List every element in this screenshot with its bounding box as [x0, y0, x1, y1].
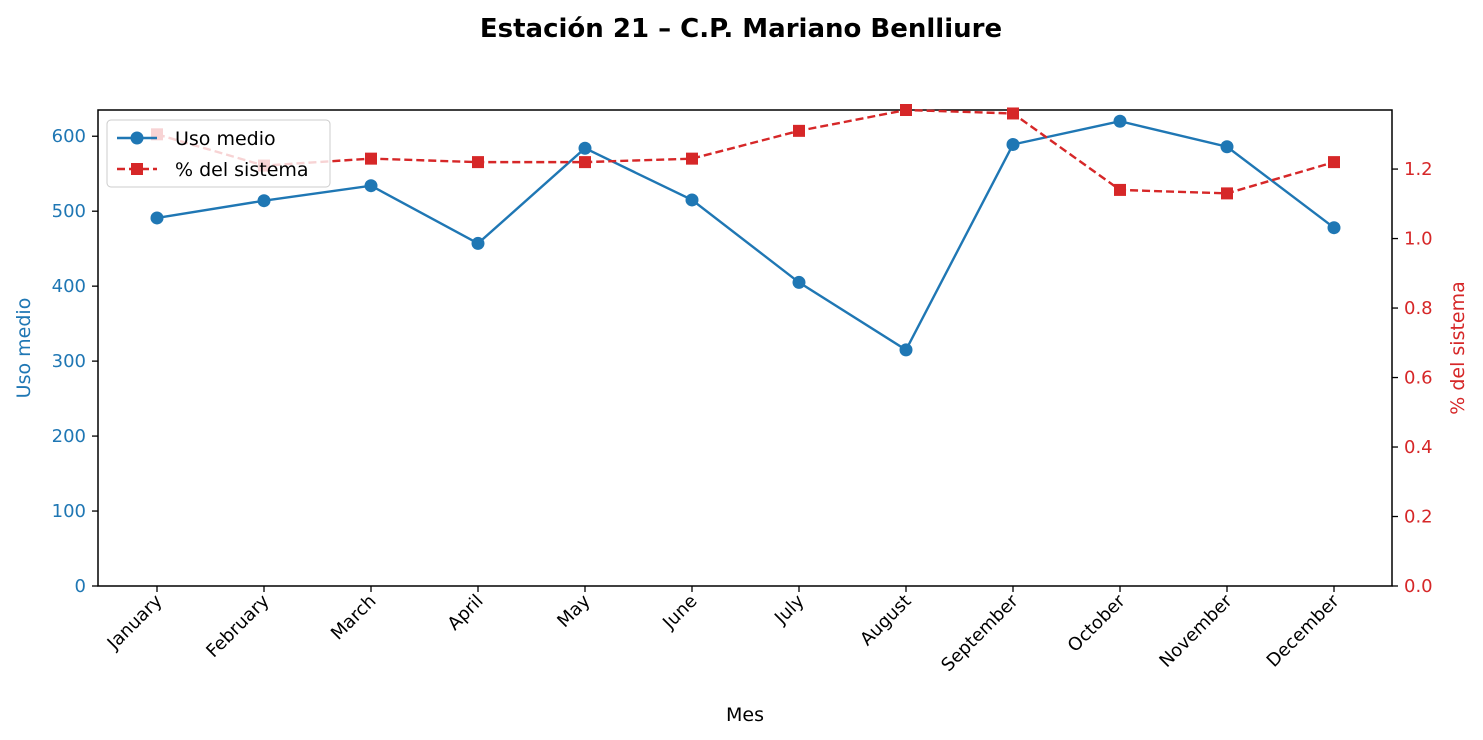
- series-point: [899, 343, 913, 357]
- series-point: [578, 141, 592, 155]
- x-tick-label: January: [103, 590, 167, 654]
- x-tick-label: November: [1155, 590, 1236, 671]
- x-axis: January February March April May June July Augu…: [103, 586, 1344, 676]
- y-right-axis-label: % del sistema: [1447, 281, 1469, 415]
- y-right-tick-label: 0.8: [1404, 298, 1433, 319]
- series-point: [1327, 221, 1341, 235]
- x-tick-label: December: [1263, 590, 1344, 671]
- x-tick-label: July: [770, 590, 809, 629]
- x-tick-label: April: [444, 591, 488, 635]
- left-axis: 0 100 200 300 400 500 600: [52, 126, 98, 597]
- series-point: [1328, 156, 1340, 169]
- series-point: [1113, 114, 1127, 128]
- legend-box: [106, 119, 331, 188]
- x-tick-label: March: [327, 591, 381, 645]
- x-tick-label: May: [553, 590, 594, 631]
- series-point: [1114, 183, 1126, 196]
- series-point: [685, 193, 699, 207]
- legend-marker: [131, 163, 143, 175]
- y-right-tick-label: 1.2: [1404, 159, 1433, 180]
- x-tick-label: September: [937, 590, 1023, 676]
- series-point: [1007, 107, 1019, 120]
- y-left-axis-label: Uso medio: [13, 298, 35, 399]
- y-right-tick-label: 0.4: [1404, 437, 1433, 458]
- legend-marker: [130, 131, 144, 145]
- series-point: [471, 236, 485, 250]
- series-point: [257, 194, 271, 208]
- x-tick-label: August: [856, 591, 915, 650]
- legend-label: Uso medio: [175, 128, 276, 150]
- y-left-tick-label: 100: [52, 501, 86, 522]
- x-axis-label: Mes: [726, 704, 764, 726]
- y-right-tick-label: 0.0: [1404, 576, 1433, 597]
- series-point: [365, 152, 377, 165]
- series-point: [150, 211, 164, 225]
- y-right-tick-label: 0.6: [1404, 368, 1433, 389]
- x-tick-label: October: [1064, 590, 1130, 656]
- series-point: [686, 152, 698, 165]
- series-line: [156, 120, 1335, 352]
- y-right-tick-label: 1.0: [1404, 229, 1433, 250]
- plot-area: [97, 109, 1393, 587]
- x-tick-label: June: [658, 591, 701, 634]
- y-left-tick-label: 500: [52, 201, 86, 222]
- series-point: [792, 275, 806, 289]
- series-point: [1220, 140, 1234, 154]
- series-point: [579, 156, 591, 169]
- x-tick-label: February: [202, 590, 273, 661]
- series-point: [900, 104, 912, 116]
- series-point: [364, 179, 378, 193]
- series-point: [472, 156, 484, 169]
- series-point: [1221, 187, 1233, 200]
- right-axis: 0.0 0.2 0.4 0.6 0.8 1.0 1.2: [1392, 159, 1433, 597]
- y-left-tick-label: 0: [75, 576, 86, 597]
- y-left-tick-label: 400: [52, 276, 86, 297]
- series-point: [1006, 137, 1020, 151]
- chart-title: Estación 21 – C.P. Mariano Benlliure: [480, 14, 1002, 44]
- legend: Uso medio % del sistema: [106, 119, 331, 188]
- y-left-tick-label: 200: [52, 426, 86, 447]
- y-left-tick-label: 600: [52, 126, 86, 147]
- legend-label: % del sistema: [175, 159, 309, 181]
- y-right-tick-label: 0.2: [1404, 507, 1433, 528]
- series-line: [156, 108, 1335, 195]
- series-point: [793, 124, 805, 137]
- plot-frame: [97, 109, 1393, 587]
- y-left-tick-label: 300: [52, 351, 86, 372]
